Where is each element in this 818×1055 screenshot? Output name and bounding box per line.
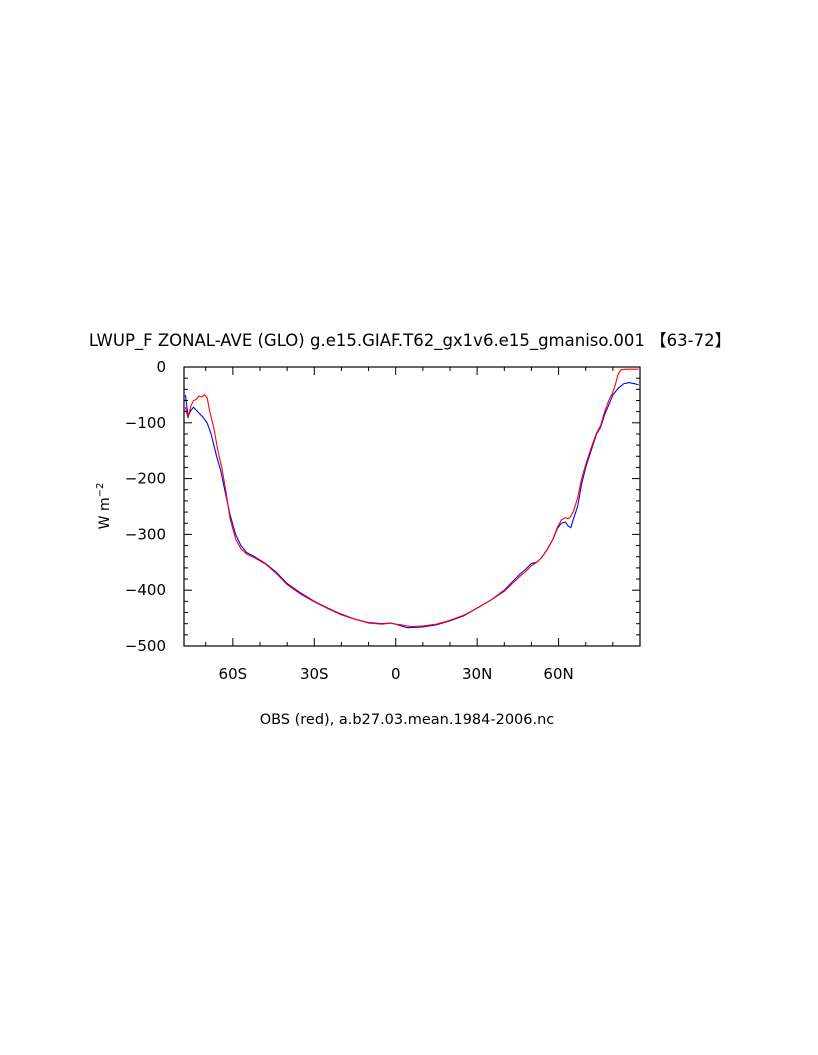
plot-frame xyxy=(183,366,641,647)
x-axis-label: OBS (red), a.b27.03.mean.1984-2006.nc xyxy=(260,712,555,728)
series-line-model xyxy=(184,382,639,629)
x-tick-label: 60N xyxy=(543,665,573,683)
y-axis-label-base: W m xyxy=(97,497,113,529)
axes-layer: 60S 30S 0 30N 60N 0 −100 −200 −300 −400 −500 xyxy=(125,358,641,683)
y-tick-label: −500 xyxy=(125,637,166,655)
y-axis-label-superscript: −2 xyxy=(95,483,106,498)
y-tick-label: −300 xyxy=(125,525,166,543)
x-tick-label: 30N xyxy=(462,665,492,683)
y-tick-label: −100 xyxy=(125,414,166,432)
y-tick-label: −200 xyxy=(125,470,166,488)
y-axis-label: W m−2 xyxy=(95,483,113,530)
y-tick-label: −400 xyxy=(125,581,166,599)
series-line-obs xyxy=(184,368,639,628)
series-layer xyxy=(184,368,639,629)
y-tick-label: 0 xyxy=(156,358,166,376)
x-tick-label: 30S xyxy=(300,665,329,683)
chart-title: LWUP_F ZONAL-AVE (GLO) g.e15.GIAF.T62_gx… xyxy=(89,331,731,351)
x-tick-label: 0 xyxy=(391,665,401,683)
x-tick-label: 60S xyxy=(219,665,248,683)
